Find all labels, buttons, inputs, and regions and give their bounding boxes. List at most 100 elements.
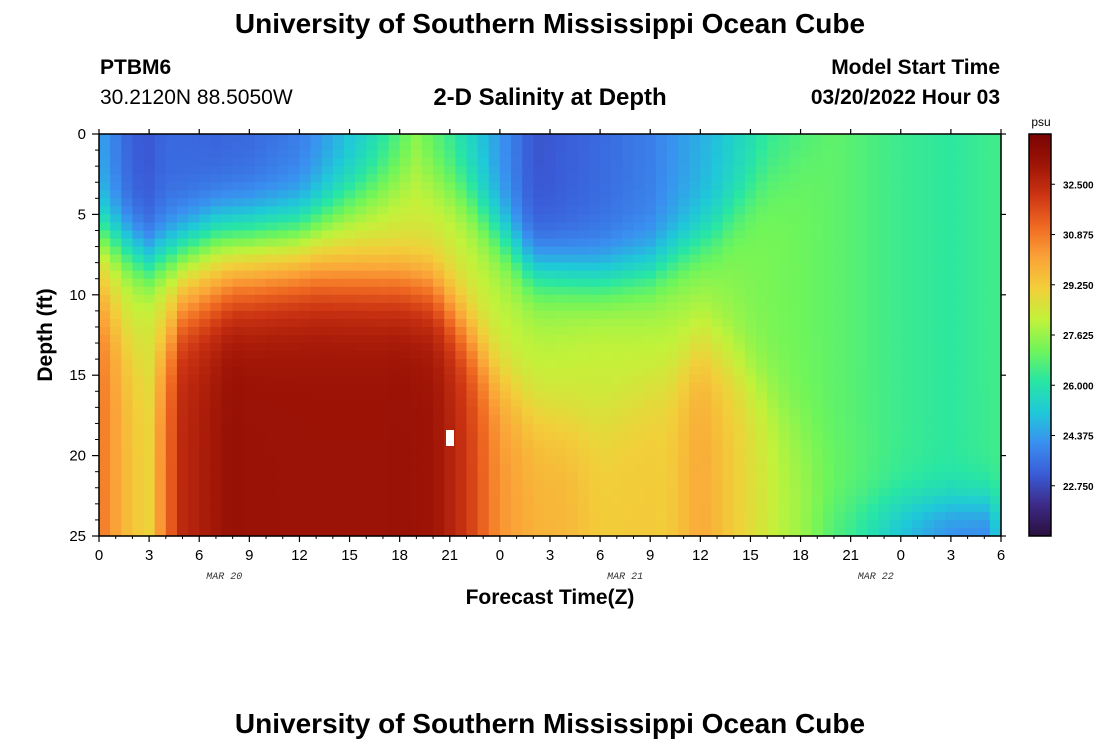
heatmap-cell	[722, 415, 735, 425]
heatmap-cell	[778, 527, 791, 537]
heatmap-cell	[778, 286, 791, 296]
heatmap-cell	[900, 415, 913, 425]
heatmap-cell	[555, 479, 568, 489]
heatmap-cell	[154, 278, 167, 288]
heatmap-cell	[945, 174, 958, 183]
heatmap-cell	[288, 447, 301, 457]
heatmap-cell	[433, 519, 445, 529]
heatmap-cell	[700, 375, 713, 384]
heatmap-cell	[266, 367, 278, 376]
heatmap-cell	[911, 142, 924, 151]
heatmap-cell	[934, 335, 946, 344]
heatmap-cell	[689, 415, 701, 425]
heatmap-cell	[967, 367, 980, 376]
heatmap-cell	[700, 423, 713, 433]
heatmap-cell	[455, 455, 468, 465]
heatmap-cell	[622, 206, 635, 215]
heatmap-cell	[544, 158, 557, 167]
heatmap-cell	[522, 399, 534, 408]
heatmap-cell	[399, 286, 412, 296]
heatmap-cell	[923, 471, 935, 481]
heatmap-cell	[945, 158, 958, 167]
heatmap-cell	[867, 399, 880, 408]
heatmap-cell	[266, 447, 278, 457]
heatmap-cell	[399, 527, 412, 537]
heatmap-cell	[633, 318, 646, 328]
heatmap-cell	[410, 270, 423, 280]
heatmap-cell	[199, 415, 211, 425]
heatmap-cell	[756, 455, 768, 465]
heatmap-cell	[522, 166, 534, 175]
heatmap-cell	[210, 246, 223, 256]
heatmap-cell	[889, 455, 902, 465]
heatmap-cell	[900, 447, 913, 457]
heatmap-cell	[266, 455, 278, 465]
heatmap-cell	[822, 455, 835, 465]
heatmap-cell	[633, 286, 646, 296]
heatmap-cell	[299, 166, 312, 175]
heatmap-cell	[544, 230, 557, 240]
heatmap-cell	[767, 262, 779, 272]
heatmap-cell	[622, 431, 635, 441]
heatmap-cell	[878, 383, 891, 392]
heatmap-cell	[232, 254, 245, 264]
heatmap-cell	[199, 383, 211, 392]
heatmap-cell	[499, 246, 512, 256]
heatmap-cell	[232, 479, 245, 489]
heatmap-cell	[232, 294, 245, 304]
heatmap-cell	[800, 519, 813, 529]
heatmap-cell	[110, 375, 122, 384]
heatmap-cell	[867, 134, 880, 143]
heatmap-cell	[199, 222, 211, 232]
heatmap-cell	[355, 511, 367, 521]
heatmap-cell	[544, 479, 557, 489]
heatmap-cell	[299, 383, 312, 392]
heatmap-cell	[488, 391, 501, 400]
heatmap-cell	[154, 463, 167, 473]
heatmap-cell	[900, 351, 913, 360]
heatmap-cell	[989, 479, 1002, 489]
heatmap-cell	[299, 230, 312, 240]
heatmap-cell	[588, 246, 601, 256]
heatmap-cell	[856, 487, 868, 497]
heatmap-cell	[722, 278, 735, 288]
heatmap-cell	[433, 158, 445, 167]
heatmap-cell	[733, 511, 746, 521]
heatmap-cell	[845, 423, 857, 433]
heatmap-cell	[678, 270, 690, 280]
heatmap-cell	[299, 423, 312, 433]
heatmap-cell	[176, 423, 189, 433]
heatmap-cell	[154, 359, 167, 368]
heatmap-cell	[856, 527, 868, 537]
heatmap-cell	[622, 270, 635, 280]
heatmap-cell	[488, 318, 501, 328]
heatmap-cell	[544, 335, 557, 344]
heatmap-cell	[165, 407, 178, 416]
heatmap-cell	[822, 375, 835, 384]
heatmap-cell	[433, 423, 445, 433]
heatmap-cell	[321, 150, 334, 159]
heatmap-cell	[410, 246, 423, 256]
heatmap-cell	[388, 463, 401, 473]
heatmap-cell	[744, 383, 757, 392]
heatmap-cell	[488, 190, 501, 199]
heatmap-cell	[477, 254, 490, 264]
heatmap-cell	[622, 174, 635, 183]
heatmap-cell	[288, 222, 301, 232]
heatmap-cell	[299, 439, 312, 449]
heatmap-cell	[822, 294, 835, 304]
heatmap-cell	[455, 246, 468, 256]
heatmap-cell	[299, 206, 312, 215]
heatmap-cell	[900, 431, 913, 441]
heatmap-cell	[399, 190, 412, 199]
x-tick-label: 9	[646, 547, 654, 564]
heatmap-cell	[856, 439, 868, 449]
heatmap-cell	[343, 511, 356, 521]
heatmap-cell	[588, 375, 601, 384]
heatmap-cell	[488, 254, 501, 264]
heatmap-cell	[722, 302, 735, 312]
heatmap-cell	[666, 206, 679, 215]
heatmap-cell	[321, 142, 334, 151]
heatmap-cell	[299, 158, 312, 167]
heatmap-cell	[811, 447, 824, 457]
